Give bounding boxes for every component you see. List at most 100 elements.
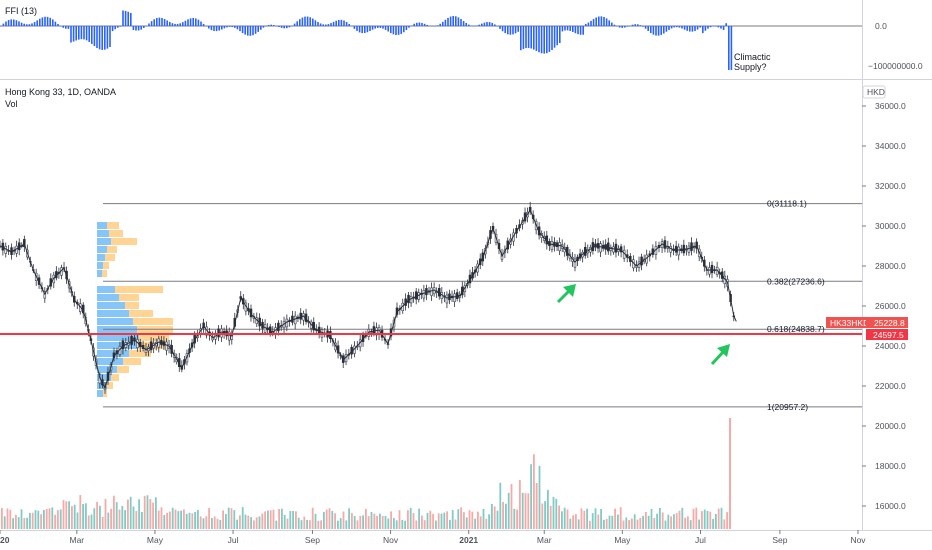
symbol-title[interactable]: Hong Kong 33, 1D, OANDA — [5, 87, 116, 97]
volume-bar — [661, 512, 664, 529]
volume-bar — [384, 515, 387, 529]
arrow-up-icon[interactable] — [556, 284, 576, 304]
price-axis[interactable]: 36000.0 34000.0 32000.0 30000.0 28000.0 26000… — [862, 101, 906, 511]
ffi-bar — [65, 26, 67, 29]
last-price-tag[interactable]: HK33HKD 25228.8 — [826, 317, 908, 328]
ffi-bar — [639, 25, 642, 26]
candle-body — [708, 267, 711, 275]
volume-bar — [670, 516, 672, 529]
ffi-bar — [374, 26, 376, 29]
candle-body — [157, 338, 161, 348]
time-axis[interactable]: 2020 Mar May Jul Sep Nov 2021 Mar May Jul Sep Nov — [0, 530, 866, 545]
volume-bar — [493, 506, 496, 529]
volume-profile-bar — [97, 286, 115, 293]
candle-body — [291, 315, 294, 323]
volume-bar — [597, 514, 600, 529]
arrow-up-icon[interactable] — [710, 344, 730, 366]
ffi-bar — [96, 26, 98, 48]
vol-label[interactable]: Vol — [5, 99, 18, 109]
ffi-bar — [470, 25, 473, 27]
volume-bar — [205, 516, 208, 529]
volume-bar — [247, 515, 250, 529]
volume-bar — [149, 499, 152, 529]
currency-label[interactable]: HKD — [867, 87, 885, 97]
volume-profile-bar — [97, 366, 117, 373]
volume-bar — [622, 520, 625, 529]
ffi-bar — [163, 19, 166, 26]
volume-bar — [381, 516, 384, 529]
ffi-bar — [280, 26, 283, 28]
ffi-bar — [119, 26, 122, 27]
ffi-bar — [72, 26, 75, 42]
volume-profile-bar — [97, 302, 125, 309]
volume-bar — [485, 518, 488, 529]
volume-bar — [614, 508, 616, 529]
ffi-bar — [0, 26, 2, 27]
volume-bar — [429, 510, 432, 529]
ffi-bar — [39, 18, 41, 26]
ffi-bar — [348, 24, 350, 26]
volume-bar — [202, 518, 205, 529]
volume-bar — [491, 503, 493, 529]
volume-bar — [160, 507, 163, 529]
ffi-bar — [223, 26, 226, 29]
volume-bar — [141, 512, 143, 529]
ffi-bar — [590, 20, 592, 26]
volume-bar — [107, 512, 110, 529]
fib-retracement[interactable]: 0(31118.1) 0.382(27236.6) 0.618(24838.7) 1(… — [103, 199, 862, 412]
ffi-bar — [130, 12, 132, 26]
volume-bar — [432, 513, 434, 529]
volume-bar — [457, 509, 460, 529]
red-line-price-tag[interactable]: 24597.5 — [866, 329, 908, 340]
ffi-bar — [338, 19, 340, 26]
volume-bar — [367, 516, 370, 529]
volume-bar — [132, 506, 135, 529]
volume-profile-bar — [133, 318, 173, 325]
ffi-bar — [413, 23, 415, 26]
volume-bar — [726, 512, 728, 529]
volume-bar — [619, 507, 622, 529]
volume-bar — [171, 507, 174, 529]
ffi-bar — [582, 26, 584, 35]
ffi-bar — [611, 22, 613, 26]
ffi-bar — [634, 24, 636, 26]
ffi-bar — [403, 26, 405, 33]
volume-bar — [26, 517, 28, 529]
ffi-bar — [267, 24, 270, 26]
volume-profile-bar — [97, 254, 105, 261]
volume-bar — [216, 518, 219, 529]
ffi-bar — [208, 26, 210, 29]
ffi-bar — [670, 26, 673, 29]
ffi-bar — [143, 26, 145, 29]
ffi-bar — [78, 26, 80, 40]
ffi-bar — [304, 16, 306, 26]
volume-bar — [479, 516, 482, 529]
volume-bar — [589, 520, 591, 529]
currency-badge[interactable] — [862, 85, 886, 99]
ffi-bar — [416, 22, 418, 26]
volume-bar — [443, 512, 446, 529]
ffi-bar — [540, 26, 543, 54]
price-tick-label: 18000.0 — [875, 461, 906, 471]
volume-bar — [535, 482, 538, 529]
ffi-bar — [18, 21, 20, 26]
candle-body — [375, 327, 378, 336]
ffi-bar — [33, 22, 36, 26]
price-tick-label: 20000.0 — [875, 421, 906, 431]
volume-bar — [264, 511, 266, 529]
ffi-bar — [221, 26, 223, 30]
volume-bar — [488, 514, 490, 529]
volume-bar — [359, 515, 362, 529]
volume-bar — [729, 418, 731, 529]
ffi-bar — [665, 26, 668, 32]
indicator-title[interactable]: FFI (13) — [5, 6, 37, 16]
candle-body — [121, 340, 125, 350]
annotation-climactic[interactable]: Climactic — [734, 52, 771, 62]
volume-bar — [180, 510, 182, 529]
ffi-bar — [637, 24, 639, 26]
annotation-supply[interactable]: Supply? — [734, 62, 767, 72]
volume-bar — [208, 508, 210, 529]
candle-body — [710, 264, 714, 274]
volume-bar — [197, 509, 199, 529]
volume-bar — [115, 502, 118, 529]
